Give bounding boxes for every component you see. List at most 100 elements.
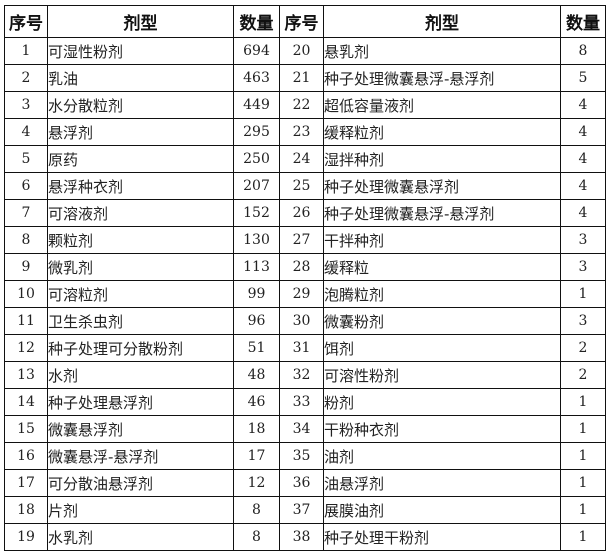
table-row: 5 原药 250 24 湿拌种剂 4 (4, 145, 606, 173)
table-row: 9 微乳剂 113 28 缓释粒 3 (4, 253, 606, 281)
header-row: 序号 剂型 数量 序号 剂型 数量 (4, 5, 606, 38)
table-row: 7 可溶液剂 152 26 种子处理微囊悬浮-悬浮剂 4 (4, 199, 606, 227)
formulation-type-cell: 乳油 (47, 64, 234, 92)
count-cell: 51 (233, 334, 280, 362)
row-number-cell: 36 (279, 469, 324, 497)
row-number-cell: 7 (4, 199, 48, 227)
count-cell: 113 (233, 253, 280, 281)
count-cell: 130 (233, 226, 280, 254)
count-cell: 295 (233, 118, 280, 146)
table-row: 16 微囊悬浮-悬浮剂 17 35 油剂 1 (4, 442, 606, 470)
formulation-type-cell: 种子处理悬浮剂 (47, 388, 234, 416)
formulation-type-cell: 可溶粒剂 (47, 280, 234, 308)
header-type-2: 剂型 (323, 5, 561, 38)
row-number-cell: 33 (279, 388, 324, 416)
count-cell: 8 (560, 37, 606, 65)
formulation-type-cell: 微囊悬浮-悬浮剂 (47, 442, 234, 470)
formulation-type-cell: 可溶性粉剂 (323, 361, 561, 389)
row-number-cell: 1 (4, 37, 48, 65)
formulation-type-cell: 种子处理微囊悬浮-悬浮剂 (323, 64, 561, 92)
header-no-2: 序号 (279, 5, 324, 38)
table-row: 19 水乳剂 8 38 种子处理干粉剂 1 (4, 523, 606, 551)
row-number-cell: 30 (279, 307, 324, 335)
row-number-cell: 27 (279, 226, 324, 254)
header-type: 剂型 (47, 5, 234, 38)
formulation-type-cell: 微囊粉剂 (323, 307, 561, 335)
formulation-type-cell: 油剂 (323, 442, 561, 470)
formulation-type-cell: 悬浮剂 (47, 118, 234, 146)
formulation-type-cell: 种子处理干粉剂 (323, 523, 561, 551)
header-count-2: 数量 (560, 5, 606, 38)
row-number-cell: 37 (279, 496, 324, 524)
row-number-cell: 19 (4, 523, 48, 551)
count-cell: 1 (560, 469, 606, 497)
row-number-cell: 25 (279, 172, 324, 200)
count-cell: 99 (233, 280, 280, 308)
formulation-type-cell: 缓释粒剂 (323, 118, 561, 146)
count-cell: 4 (560, 172, 606, 200)
table-row: 18 片剂 8 37 展膜油剂 1 (4, 496, 606, 524)
count-cell: 463 (233, 64, 280, 92)
row-number-cell: 22 (279, 91, 324, 119)
header-no: 序号 (4, 5, 48, 38)
formulation-type-cell: 湿拌种剂 (323, 145, 561, 173)
row-number-cell: 34 (279, 415, 324, 443)
table-row: 11 卫生杀虫剂 96 30 微囊粉剂 3 (4, 307, 606, 335)
count-cell: 18 (233, 415, 280, 443)
row-number-cell: 15 (4, 415, 48, 443)
row-number-cell: 13 (4, 361, 48, 389)
count-cell: 5 (560, 64, 606, 92)
row-number-cell: 10 (4, 280, 48, 308)
table-row: 8 颗粒剂 130 27 干拌种剂 3 (4, 226, 606, 254)
formulation-type-cell: 微囊悬浮剂 (47, 415, 234, 443)
formulation-type-cell: 可湿性粉剂 (47, 37, 234, 65)
formulation-type-cell: 悬浮种衣剂 (47, 172, 234, 200)
row-number-cell: 29 (279, 280, 324, 308)
row-number-cell: 31 (279, 334, 324, 362)
table-row: 3 水分散粒剂 449 22 超低容量液剂 4 (4, 91, 606, 119)
table-row: 17 可分散油悬浮剂 12 36 油悬浮剂 1 (4, 469, 606, 497)
count-cell: 4 (560, 145, 606, 173)
row-number-cell: 17 (4, 469, 48, 497)
count-cell: 8 (233, 496, 280, 524)
formulation-type-cell: 干拌种剂 (323, 226, 561, 254)
table-row: 14 种子处理悬浮剂 46 33 粉剂 1 (4, 388, 606, 416)
row-number-cell: 26 (279, 199, 324, 227)
count-cell: 4 (560, 118, 606, 146)
formulation-type-cell: 种子处理微囊悬浮-悬浮剂 (323, 199, 561, 227)
table-row: 4 悬浮剂 295 23 缓释粒剂 4 (4, 118, 606, 146)
formulation-type-cell: 超低容量液剂 (323, 91, 561, 119)
formulation-type-cell: 水乳剂 (47, 523, 234, 551)
row-number-cell: 16 (4, 442, 48, 470)
formulation-type-cell: 缓释粒 (323, 253, 561, 281)
table-row: 15 微囊悬浮剂 18 34 干粉种衣剂 1 (4, 415, 606, 443)
count-cell: 1 (560, 415, 606, 443)
count-cell: 152 (233, 199, 280, 227)
row-number-cell: 32 (279, 361, 324, 389)
row-number-cell: 23 (279, 118, 324, 146)
count-cell: 3 (560, 226, 606, 254)
formulation-type-cell: 种子处理微囊悬浮剂 (323, 172, 561, 200)
row-number-cell: 35 (279, 442, 324, 470)
formulation-type-cell: 可分散油悬浮剂 (47, 469, 234, 497)
row-number-cell: 5 (4, 145, 48, 173)
count-cell: 3 (560, 307, 606, 335)
row-number-cell: 14 (4, 388, 48, 416)
count-cell: 694 (233, 37, 280, 65)
count-cell: 2 (560, 361, 606, 389)
row-number-cell: 2 (4, 64, 48, 92)
row-number-cell: 18 (4, 496, 48, 524)
formulation-type-cell: 水剂 (47, 361, 234, 389)
formulation-type-cell: 卫生杀虫剂 (47, 307, 234, 335)
count-cell: 1 (560, 388, 606, 416)
row-number-cell: 3 (4, 91, 48, 119)
count-cell: 1 (560, 442, 606, 470)
formulation-type-cell: 片剂 (47, 496, 234, 524)
count-cell: 96 (233, 307, 280, 335)
table-row: 13 水剂 48 32 可溶性粉剂 2 (4, 361, 606, 389)
count-cell: 1 (560, 496, 606, 524)
formulation-type-cell: 展膜油剂 (323, 496, 561, 524)
formulation-type-cell: 泡腾粒剂 (323, 280, 561, 308)
count-cell: 1 (560, 280, 606, 308)
table-row: 2 乳油 463 21 种子处理微囊悬浮-悬浮剂 5 (4, 64, 606, 92)
